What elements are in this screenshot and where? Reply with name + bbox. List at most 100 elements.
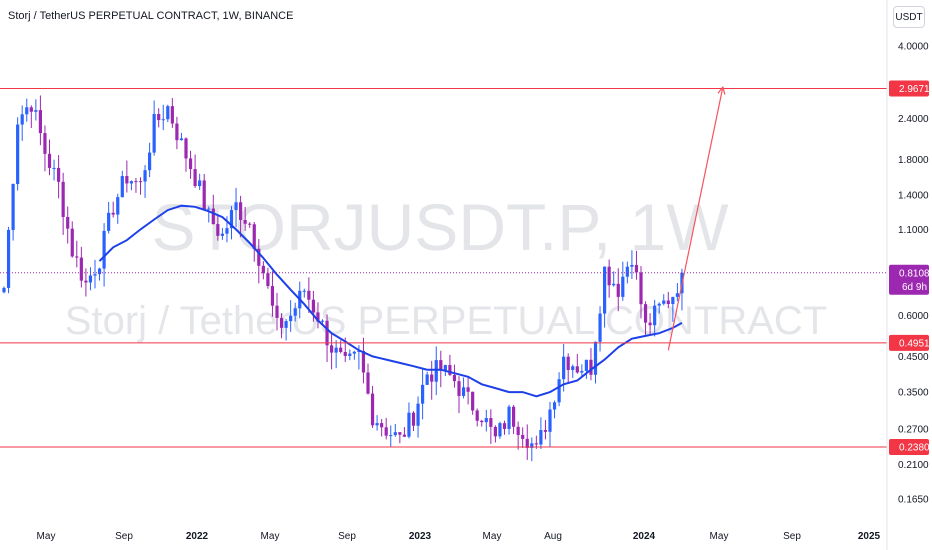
candle-body [534,443,538,445]
price-tick-label: 0.2700 [898,425,929,436]
current-price-countdown: 6d 9h [902,282,927,293]
candle-body [484,418,488,423]
candle-body [598,313,602,342]
candle-body [480,420,484,423]
candle-body [512,406,516,427]
candle-body [284,321,288,328]
candle-body [316,312,320,322]
price-tick-label: 1.8000 [898,155,929,166]
candle-body [111,212,115,215]
candle-body [653,305,657,326]
candle-body [38,110,42,134]
candle-body [289,315,293,322]
price-tick-label: 0.1650 [898,495,929,506]
candle-body [380,423,384,428]
moving-average-line [98,204,683,398]
candle-body [675,293,679,297]
watermark: STORJUSDT.P, 1W Storj / TetherUS PERPETU… [65,190,827,343]
candle-body [343,351,347,356]
candle-body [202,180,206,210]
candle-body [243,220,247,224]
candle-body [61,181,65,217]
candle-body [552,402,557,410]
candle-body [25,107,29,115]
time-tick-label: 2025 [858,531,881,542]
price-tick-label: 1.4000 [898,191,929,202]
arrow-head [722,86,726,95]
candle-body [471,391,475,411]
candle-body [366,372,370,394]
level-price-tag [889,438,929,455]
candle-body [643,304,648,323]
candle-body [20,114,24,125]
candle-body [148,152,152,171]
current-price-tag-label: 0.8108 [899,268,930,279]
candle-body [143,170,147,182]
candle-body [2,287,6,293]
candle-body [339,347,343,352]
candle-body [193,169,197,187]
candle-body [580,370,584,373]
candle-body [461,387,466,396]
candles [2,95,684,462]
candle-body [375,423,379,426]
candle-body [566,356,570,370]
candle-body [589,359,593,375]
candle-body [216,224,220,236]
candle-body [498,423,502,437]
candle-body [279,317,284,328]
moving-average [98,204,683,398]
candle-body [398,432,402,435]
time-tick-label: Sep [115,531,133,542]
candle-body [402,434,406,437]
candle-body [671,296,675,305]
time-axis[interactable]: May Sep 2022 May Sep 2023 May Aug 2024 May Sep 2025 [37,531,881,542]
candle-body [11,183,15,230]
candle-body [530,443,534,448]
level-price-tag [889,334,929,351]
candle-body [421,384,425,404]
candle-body [125,176,129,184]
candle-body [666,300,670,305]
candle-body [116,197,120,215]
projection-arrow [667,86,726,351]
candle-body [430,374,434,382]
candle-body [75,256,79,258]
candle-body [357,350,361,352]
candle-body [630,264,634,267]
price-axis[interactable]: 4.0000 2.4000 1.8000 1.4000 1.1000 0.6000 0.45… [898,42,929,506]
candle-body [457,381,461,396]
candle-body [639,272,643,305]
level-price-tag [889,80,929,97]
currency-button[interactable]: USDT [893,6,925,28]
candle-body [452,374,457,382]
watermark-description: Storj / TetherUS PERPETUAL CONTRACT [65,299,827,343]
candle-body [34,110,38,112]
candle-body [234,202,238,211]
time-tick-label: Sep [338,531,356,542]
candle-body [416,403,420,426]
candle-body [393,432,397,436]
level-price-tag-label: 0.4951 [899,338,930,349]
candle-body [320,320,325,322]
candle-body [466,387,470,392]
candle-body [325,320,329,346]
candle-body [425,374,429,385]
candle-body [593,341,598,375]
candle-body [166,106,170,120]
candle-body [361,350,366,373]
candle-body [102,230,106,269]
candle-body [97,268,102,275]
candle-body [502,423,507,429]
watermark-symbol: STORJUSDT.P, 1W [151,190,729,264]
candle-body [584,359,588,371]
candle-body [248,223,252,225]
candle-body [621,276,625,297]
candle-body [443,365,447,371]
candle-body [311,299,315,313]
candle-body [548,409,552,432]
candle-body [543,430,548,432]
candle-body [84,280,88,283]
price-tags: 2.9671 0.4951 0.2380 0.8108 6d 9h [889,80,930,455]
